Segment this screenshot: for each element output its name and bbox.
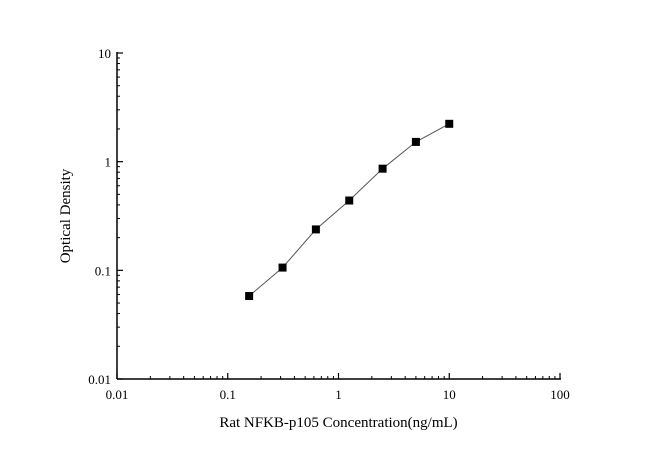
y-axis-label: Optical Density (58, 168, 74, 263)
data-point (245, 292, 254, 301)
x-tick-label: 100 (550, 387, 570, 402)
x-tick-label: 1 (335, 387, 342, 402)
data-point (445, 119, 454, 128)
data-point (345, 196, 354, 205)
data-point (278, 263, 287, 272)
y-tick-label: 10 (98, 46, 111, 61)
x-tick-label: 0.1 (220, 387, 236, 402)
y-tick-label: 0.1 (95, 263, 111, 278)
data-point (311, 225, 320, 234)
axes (116, 52, 561, 380)
x-axis-label: Rat NFKB-p105 Concentration(ng/mL) (219, 415, 457, 431)
y-tick-label: 0.01 (88, 372, 111, 387)
data-point (411, 137, 420, 146)
data-point (378, 164, 387, 173)
y-tick-label: 1 (105, 155, 112, 170)
x-tick-label: 10 (443, 387, 456, 402)
x-tick-label: 0.01 (106, 387, 129, 402)
ticks: 0.01 0.1 1 10 100 0.01 0.1 1 10 (88, 46, 570, 402)
series (245, 119, 454, 301)
